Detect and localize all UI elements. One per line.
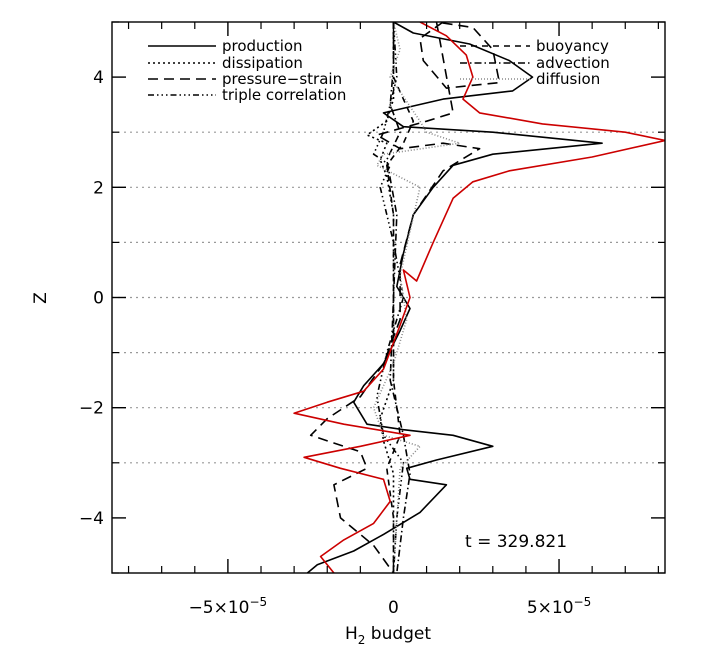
time-annotation: t = 329.821	[465, 532, 567, 552]
x-tick-label: −5×10−5	[189, 595, 268, 618]
series-triple-correlation	[372, 22, 405, 573]
x-tick-exponent: −5	[250, 595, 268, 609]
y-axis-title: Z	[31, 292, 51, 304]
series-buoyancy	[386, 22, 415, 573]
legend-label: advection	[536, 54, 610, 72]
x-axis-title-sub: 2	[358, 633, 366, 647]
y-tick-label: 2	[93, 178, 104, 198]
y-tick-label: −2	[79, 399, 104, 419]
series-total	[293, 22, 665, 573]
series-pressure-strain	[309, 22, 501, 573]
legend-label: dissipation	[222, 54, 303, 72]
y-tick-label: 4	[93, 68, 104, 88]
plot-area	[293, 22, 665, 573]
series-advection	[386, 22, 411, 573]
legend-label: pressure−strain	[222, 70, 342, 88]
y-tick-label: −4	[79, 509, 104, 529]
legend-label: production	[222, 37, 303, 55]
series-diffusion	[372, 22, 461, 573]
x-tick-label: 0	[388, 598, 399, 618]
y-tick-label: 0	[93, 289, 104, 309]
x-tick-exponent: −5	[574, 595, 592, 609]
legend: productiondissipationpressure−straintrip…	[148, 37, 610, 104]
x-axis-title-rest: budget	[365, 624, 431, 644]
x-tick-mantissa: 5×10	[527, 598, 574, 618]
x-axis-title-main: H	[345, 624, 358, 644]
legend-label: diffusion	[536, 70, 600, 88]
series-production	[306, 22, 603, 573]
x-axis-title: H2 budget	[345, 624, 431, 647]
x-tick-mantissa: −5×10	[189, 598, 250, 618]
tick-marks	[112, 21, 665, 574]
series-layer	[293, 22, 665, 573]
legend-label: triple correlation	[222, 86, 346, 104]
x-tick-mantissa: 0	[388, 598, 399, 618]
x-tick-label: 5×10−5	[527, 595, 591, 618]
legend-label: buoyancy	[536, 37, 609, 55]
